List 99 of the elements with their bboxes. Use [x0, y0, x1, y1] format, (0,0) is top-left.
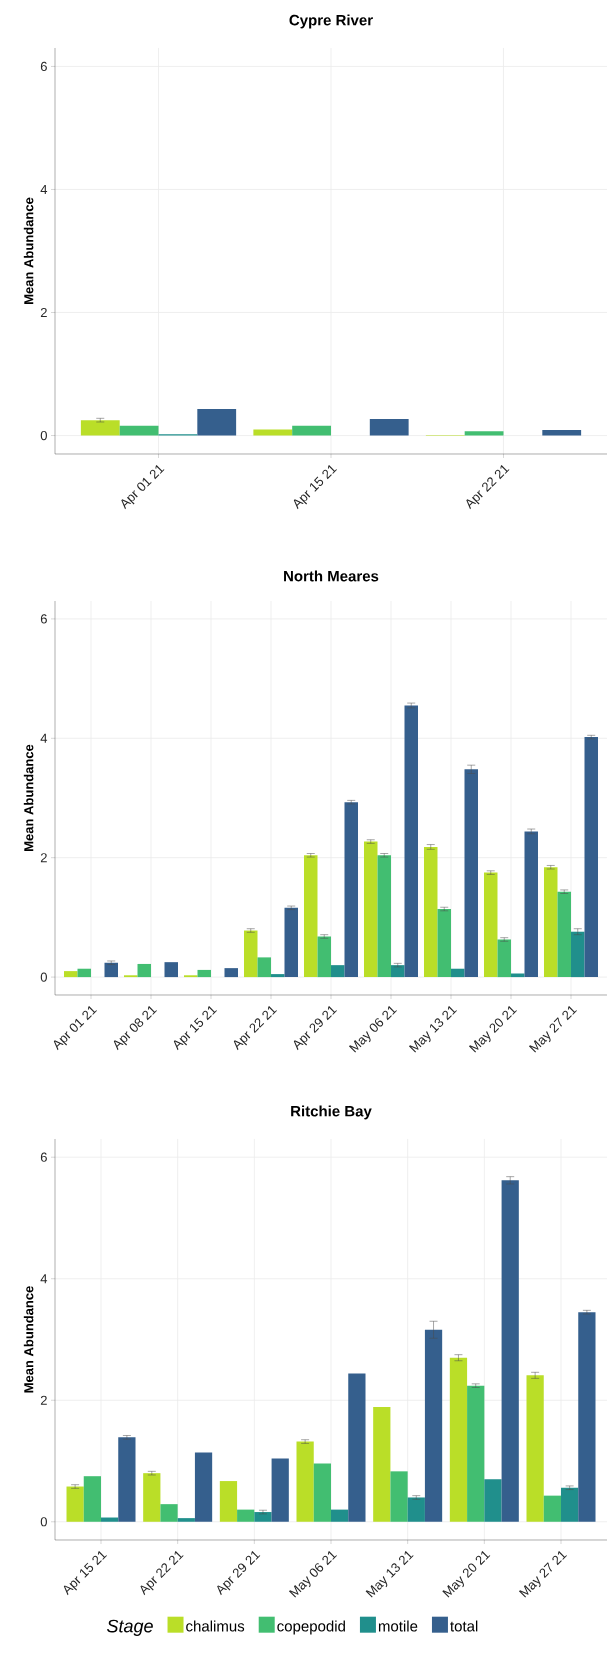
x-tick-label: Apr 22 21: [466, 465, 510, 510]
y-tick-label: 4: [40, 185, 48, 194]
bar: [219, 1481, 238, 1522]
y-axis-title: Mean Abundance: [23, 197, 34, 304]
x-tick-label: Apr 22 21: [140, 1551, 184, 1596]
chart-title: Cypre River: [289, 14, 373, 29]
x-tick-label: Apr 15 21: [173, 1006, 217, 1051]
bar: [296, 1441, 314, 1522]
bar: [197, 969, 211, 978]
bar: [77, 968, 91, 978]
bar: [104, 962, 118, 978]
x-tick-label: Apr 08 21: [113, 1006, 157, 1051]
x-tick-label: May 27 21: [518, 1551, 567, 1598]
bar: [257, 957, 271, 978]
bar: [331, 965, 345, 978]
bar: [571, 931, 585, 978]
bar: [137, 963, 151, 978]
x-tick-label: Apr 15 21: [63, 1551, 107, 1596]
bar: [271, 974, 285, 978]
bar: [304, 855, 318, 978]
x-tick-label: Apr 01 21: [121, 465, 165, 510]
legend-label: total: [450, 1620, 478, 1632]
bar: [344, 802, 358, 978]
bar: [561, 1487, 579, 1522]
bar: [83, 1476, 101, 1522]
y-tick-label: 2: [40, 853, 47, 863]
bar: [404, 705, 418, 978]
bar: [224, 968, 238, 978]
y-tick-label: 2: [40, 307, 47, 318]
bar: [118, 1437, 136, 1522]
bar: [64, 971, 78, 978]
bar: [164, 962, 178, 978]
bar: [484, 1479, 502, 1522]
bar: [424, 846, 438, 978]
bar: [497, 939, 511, 978]
legend-label: chalimus: [186, 1620, 245, 1632]
x-tick-label: Apr 29 21: [217, 1551, 261, 1596]
bar: [244, 930, 258, 978]
bar: [424, 1329, 443, 1522]
y-tick-label: 0: [40, 430, 47, 441]
bar: [584, 737, 598, 978]
bar: [284, 907, 298, 978]
bar: [449, 1357, 468, 1522]
bar: [407, 1497, 425, 1522]
chart-title: North Meares: [284, 570, 379, 582]
x-tick-label: May 27 21: [528, 1006, 577, 1053]
bar: [377, 855, 391, 978]
bar: [451, 968, 465, 978]
bar: [484, 872, 498, 978]
bar: [373, 1406, 391, 1522]
y-tick-label: 4: [40, 1274, 48, 1284]
bar: [317, 936, 331, 978]
bar: [331, 1509, 349, 1522]
legend-title: Stage: [107, 1619, 153, 1636]
y-tick-label: 6: [40, 614, 47, 624]
bar: [101, 1517, 119, 1522]
x-tick-label: Apr 29 21: [293, 1006, 337, 1051]
x-tick-label: Apr 22 21: [233, 1006, 277, 1051]
bar: [501, 1180, 519, 1522]
y-axis-title: Mean Abundance: [23, 744, 34, 851]
bar: [194, 1452, 213, 1522]
y-axis-title: Mean Abundance: [23, 1286, 34, 1393]
bar: [160, 1504, 178, 1522]
bar: [544, 867, 558, 978]
x-tick-label: Apr 15 21: [293, 465, 337, 510]
bar: [437, 909, 451, 978]
bar: [348, 1373, 366, 1522]
bar: [143, 1473, 161, 1522]
bar: [524, 831, 538, 978]
bar: [578, 1312, 596, 1522]
y-tick-label: 0: [40, 972, 47, 982]
bar: [177, 1518, 195, 1522]
x-tick-label: Apr 01 21: [53, 1006, 97, 1051]
bar: [271, 1458, 289, 1522]
y-tick-label: 2: [40, 1395, 47, 1405]
bar: [390, 1471, 408, 1522]
bar: [66, 1486, 84, 1522]
bar: [557, 891, 571, 978]
bar: [511, 973, 525, 978]
bar: [237, 1509, 255, 1522]
x-tick-label: May 13 21: [365, 1551, 414, 1598]
x-tick-label: May 20 21: [442, 1551, 491, 1598]
x-tick-label: May 13 21: [408, 1006, 457, 1053]
chart-title: Ritchie Bay: [291, 1105, 372, 1120]
y-tick-label: 0: [40, 1517, 47, 1527]
bar: [313, 1463, 331, 1522]
x-tick-label: May 06 21: [348, 1006, 397, 1053]
bar: [364, 841, 378, 978]
legend-label: motile: [378, 1620, 418, 1632]
bar: [543, 1495, 561, 1522]
bar: [526, 1375, 544, 1522]
y-tick-label: 4: [40, 733, 48, 743]
y-tick-label: 6: [40, 1152, 47, 1162]
y-tick-label: 6: [40, 61, 47, 72]
legend-label: copepodid: [277, 1620, 345, 1635]
bar: [464, 769, 478, 978]
x-tick-label: May 06 21: [288, 1551, 337, 1598]
x-tick-label: May 20 21: [468, 1006, 517, 1053]
bar: [467, 1385, 485, 1522]
